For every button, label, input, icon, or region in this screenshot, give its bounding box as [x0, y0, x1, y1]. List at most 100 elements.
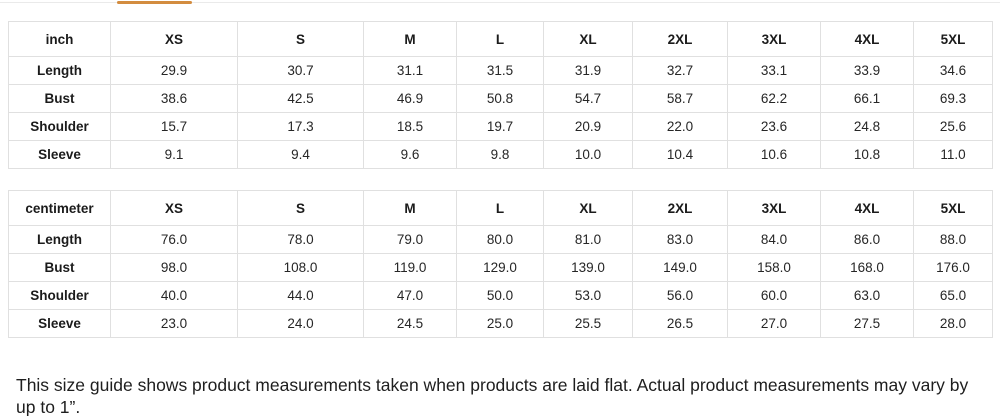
size-header-cell: 4XL — [820, 190, 914, 226]
measurement-cell: 60.0 — [727, 281, 821, 310]
measurement-cell: 31.1 — [363, 56, 457, 85]
measurement-row: Shoulder 40.0 44.0 47.0 50.0 53.0 56.0 60.0 63.0… — [8, 281, 993, 310]
measurement-cell: 19.7 — [456, 112, 544, 141]
measurement-cell: 11.0 — [913, 140, 993, 169]
measurement-cell: 81.0 — [543, 225, 633, 254]
tab-bar — [0, 0, 1000, 4]
size-header-cell: 5XL — [913, 190, 993, 226]
size-header-cell: XS — [110, 190, 238, 226]
size-header-cell: XL — [543, 21, 633, 57]
measurement-cell: 10.8 — [820, 140, 914, 169]
measurement-cell: 56.0 — [632, 281, 728, 310]
size-header-cell: S — [237, 190, 364, 226]
size-header-cell: M — [363, 21, 457, 57]
measurement-cell: 9.6 — [363, 140, 457, 169]
measurement-cell: 50.8 — [456, 84, 544, 113]
measurement-cell: 27.5 — [820, 309, 914, 338]
row-label-cell: Length — [8, 225, 111, 254]
measurement-row: Length 29.9 30.7 31.1 31.5 31.9 32.7 33.1 33.9 34… — [8, 56, 993, 85]
measurement-cell: 22.0 — [632, 112, 728, 141]
measurement-cell: 27.0 — [727, 309, 821, 338]
row-label-cell: Bust — [8, 84, 111, 113]
measurement-row: Bust 98.0 108.0 119.0 129.0 139.0 149.0 158.0 16… — [8, 253, 993, 282]
measurement-cell: 158.0 — [727, 253, 821, 282]
measurement-cell: 25.5 — [543, 309, 633, 338]
measurement-cell: 28.0 — [913, 309, 993, 338]
row-label-cell: Sleeve — [8, 140, 111, 169]
unit-label-cell: centimeter — [8, 190, 111, 226]
measurement-cell: 129.0 — [456, 253, 544, 282]
row-label-cell: Length — [8, 56, 111, 85]
measurement-cell: 38.6 — [110, 84, 238, 113]
measurement-cell: 58.7 — [632, 84, 728, 113]
size-header-cell: 2XL — [632, 190, 728, 226]
measurement-cell: 33.1 — [727, 56, 821, 85]
measurement-row: Sleeve 23.0 24.0 24.5 25.0 25.5 26.5 27.0 27.5 28… — [8, 309, 993, 338]
measurement-cell: 17.3 — [237, 112, 364, 141]
measurement-cell: 24.8 — [820, 112, 914, 141]
measurement-row: Bust 38.6 42.5 46.9 50.8 54.7 58.7 62.2 66.1 69.3 — [8, 84, 993, 113]
measurement-cell: 33.9 — [820, 56, 914, 85]
measurement-cell: 47.0 — [363, 281, 457, 310]
measurement-cell: 63.0 — [820, 281, 914, 310]
measurement-cell: 119.0 — [363, 253, 457, 282]
measurement-cell: 78.0 — [237, 225, 364, 254]
measurement-row: Sleeve 9.1 9.4 9.6 9.8 10.0 10.4 10.6 10.8 11.0 — [8, 140, 993, 169]
measurement-cell: 44.0 — [237, 281, 364, 310]
measurement-cell: 26.5 — [632, 309, 728, 338]
measurement-cell: 108.0 — [237, 253, 364, 282]
size-header-cell: M — [363, 190, 457, 226]
measurement-cell: 86.0 — [820, 225, 914, 254]
measurement-cell: 65.0 — [913, 281, 993, 310]
measurement-cell: 76.0 — [110, 225, 238, 254]
size-header-cell: XS — [110, 21, 238, 57]
measurement-cell: 98.0 — [110, 253, 238, 282]
measurement-cell: 9.4 — [237, 140, 364, 169]
measurement-cell: 31.5 — [456, 56, 544, 85]
measurement-cell: 18.5 — [363, 112, 457, 141]
measurement-cell: 23.6 — [727, 112, 821, 141]
measurement-cell: 168.0 — [820, 253, 914, 282]
row-label-cell: Shoulder — [8, 112, 111, 141]
measurement-cell: 62.2 — [727, 84, 821, 113]
measurement-cell: 32.7 — [632, 56, 728, 85]
measurement-cell: 66.1 — [820, 84, 914, 113]
measurement-cell: 54.7 — [543, 84, 633, 113]
measurement-row: Shoulder 15.7 17.3 18.5 19.7 20.9 22.0 23.6 24.8… — [8, 112, 993, 141]
measurement-cell: 50.0 — [456, 281, 544, 310]
table-header-row: centimeter XS S M L XL 2XL 3XL 4XL 5XL — [8, 190, 993, 226]
unit-label-cell: inch — [8, 21, 111, 57]
size-header-cell: 2XL — [632, 21, 728, 57]
active-tab-indicator[interactable] — [117, 1, 192, 4]
measurement-cell: 34.6 — [913, 56, 993, 85]
measurement-cell: 46.9 — [363, 84, 457, 113]
measurement-cell: 69.3 — [913, 84, 993, 113]
size-header-cell: L — [456, 190, 544, 226]
measurement-cell: 53.0 — [543, 281, 633, 310]
size-table-inch: inch XS S M L XL 2XL 3XL 4XL 5XL Length 29.9 30.7 31… — [8, 21, 993, 169]
size-header-cell: XL — [543, 190, 633, 226]
measurement-cell: 84.0 — [727, 225, 821, 254]
row-label-cell: Sleeve — [8, 309, 111, 338]
measurement-row: Length 76.0 78.0 79.0 80.0 81.0 83.0 84.0 86.0 88… — [8, 225, 993, 254]
size-header-cell: 3XL — [727, 21, 821, 57]
measurement-cell: 9.8 — [456, 140, 544, 169]
measurement-cell: 15.7 — [110, 112, 238, 141]
size-header-cell: S — [237, 21, 364, 57]
measurement-cell: 31.9 — [543, 56, 633, 85]
measurement-cell: 83.0 — [632, 225, 728, 254]
row-label-cell: Shoulder — [8, 281, 111, 310]
measurement-cell: 79.0 — [363, 225, 457, 254]
table-header-row: inch XS S M L XL 2XL 3XL 4XL 5XL — [8, 21, 993, 57]
measurement-cell: 29.9 — [110, 56, 238, 85]
size-guide-footnote: This size guide shows product measuremen… — [16, 375, 969, 416]
measurement-cell: 10.0 — [543, 140, 633, 169]
measurement-cell: 42.5 — [237, 84, 364, 113]
size-header-cell: 3XL — [727, 190, 821, 226]
measurement-cell: 10.4 — [632, 140, 728, 169]
measurement-cell: 10.6 — [727, 140, 821, 169]
size-header-cell: L — [456, 21, 544, 57]
measurement-cell: 88.0 — [913, 225, 993, 254]
size-table-centimeter: centimeter XS S M L XL 2XL 3XL 4XL 5XL Length 76.0… — [8, 190, 993, 338]
measurement-cell: 149.0 — [632, 253, 728, 282]
